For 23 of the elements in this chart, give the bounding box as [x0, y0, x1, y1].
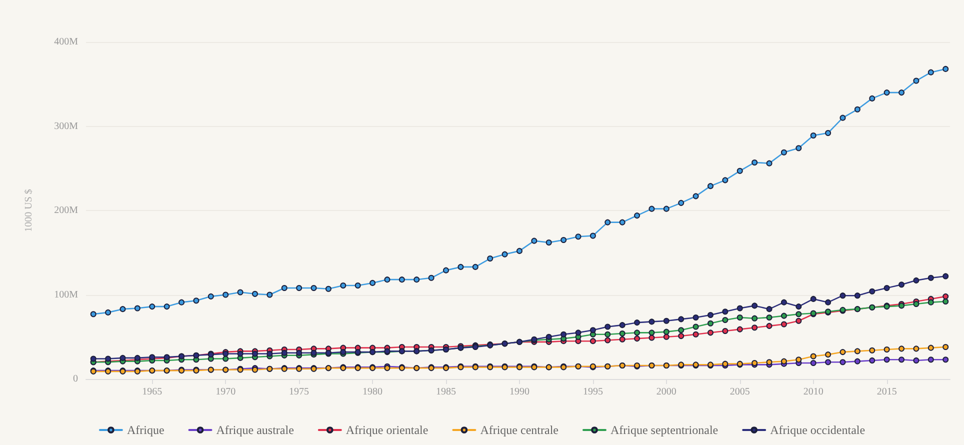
y-tick-label: 100M — [54, 289, 78, 300]
x-tick-label: 2000 — [656, 386, 676, 398]
legend-label: Afrique centrale — [480, 423, 558, 437]
x-tick-label: 1975 — [289, 386, 310, 398]
x-tick-label: 1980 — [362, 386, 383, 398]
legend-label: Afrique occidentale — [770, 423, 866, 437]
legend-label: Afrique australe — [216, 423, 294, 437]
x-tick-label: 2015 — [876, 386, 897, 398]
x-tick-label: 1990 — [509, 386, 530, 398]
legend-label: Afrique orientale — [346, 423, 428, 437]
y-tick-label: 0 — [73, 374, 78, 384]
x-tick-label: 2010 — [803, 386, 824, 398]
x-tick-label: 1985 — [436, 386, 456, 398]
y-axis-title: 1000 US $ — [24, 189, 34, 232]
x-tick-label: 2005 — [730, 386, 750, 398]
legend-label: Afrique — [126, 423, 164, 437]
x-tick-label: 1965 — [142, 386, 162, 398]
legend-label: Afrique septentrionale — [610, 423, 718, 437]
y-tick-label: 400M — [54, 36, 78, 48]
y-tick-label: 200M — [54, 205, 78, 216]
x-tick-label: 1995 — [582, 386, 603, 398]
x-tick-label: 1970 — [216, 386, 236, 398]
y-tick-label: 300M — [54, 120, 78, 132]
